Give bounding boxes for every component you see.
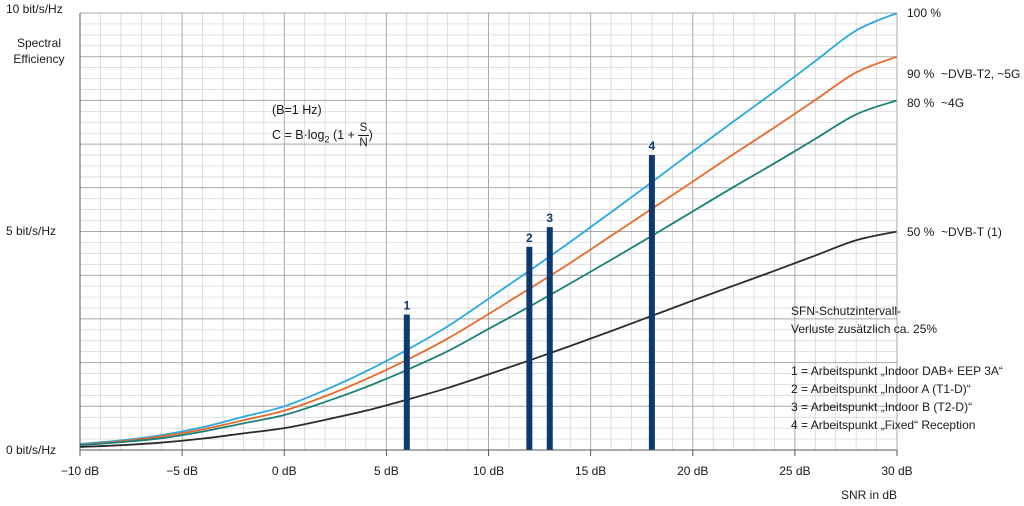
axes: [79, 13, 898, 456]
legend-item-1: 1 = Arbeitspunkt „Indoor DAB+ EEP 3A“: [791, 364, 1003, 378]
series-line: [79, 55, 898, 446]
series-label-90: 90 % ~DVB-T2, ~5G: [907, 67, 1021, 81]
formula-numerator: S: [358, 121, 369, 136]
x-tick-label: 15 dB: [574, 464, 607, 478]
x-tick-label: −10 dB: [60, 464, 100, 478]
operating-point-bar: [648, 155, 655, 450]
formula-subscript: 2: [324, 134, 330, 145]
x-tick-label: 30 dB: [881, 464, 913, 478]
series-label-100: 100 %: [907, 6, 942, 20]
formula-equation: C = B·log2 (1 + S N): [272, 121, 373, 151]
series-label-50: 50 % ~DVB-T (1): [907, 225, 1002, 239]
legend-item-4: 4 = Arbeitspunkt „Fixed“ Reception: [791, 418, 976, 432]
x-axis-title: SNR in dB: [841, 488, 898, 502]
x-tick-label: 0 dB: [271, 464, 297, 478]
series-label-80: 80 % ~4G: [907, 96, 965, 110]
x-tick-label: 10 dB: [472, 464, 505, 478]
operating-point-bar: [403, 314, 410, 450]
series-lines: [79, 12, 898, 448]
formula-prefix: C = B·log: [272, 127, 325, 142]
operating-point-bar: [526, 246, 533, 450]
x-tick-label: 5 dB: [374, 464, 399, 478]
operating-point-label: 2: [526, 231, 533, 245]
operating-point-bars: 1 23 4: [403, 139, 656, 450]
x-tick-label: −5 dB: [166, 464, 198, 478]
series-line: [79, 230, 898, 448]
formula-denominator: N: [359, 137, 368, 149]
y-tick-label: 5 bit/s/Hz: [6, 224, 57, 238]
formula-mid: (1 +: [329, 127, 359, 142]
operating-point-label: 4: [649, 139, 656, 153]
operating-point-bar: [546, 227, 553, 450]
sfn-note-line1: SFN-Schutzintervall-: [791, 304, 902, 318]
formula-suffix: ): [368, 127, 373, 142]
y-axis-title: Spectral Efficiency: [13, 36, 65, 67]
x-tick-label: 20 dB: [677, 464, 709, 478]
x-tick-label: 25 dB: [779, 464, 811, 478]
formula-bandwidth: (B=1 Hz): [272, 103, 322, 117]
grid: [79, 12, 898, 451]
operating-point-label: 3: [546, 211, 553, 225]
series-line: [79, 99, 898, 447]
series-line: [79, 12, 898, 445]
legend-item-2: 2 = Arbeitspunkt „Indoor A (T1-D)“: [791, 382, 971, 396]
capacity-formula: (B=1 Hz) C = B·log2 (1 + S N): [272, 103, 373, 150]
operating-point-label: 1: [403, 299, 410, 313]
sfn-note-line2: Verluste zusätzlich ca. 25%: [791, 322, 938, 336]
legend-item-3: 3 = Arbeitspunkt „Indoor B (T2-D)“: [791, 400, 973, 414]
y-tick-label: 10 bit/s/Hz: [6, 2, 63, 16]
y-tick-label: 0 bit/s/Hz: [6, 443, 57, 457]
